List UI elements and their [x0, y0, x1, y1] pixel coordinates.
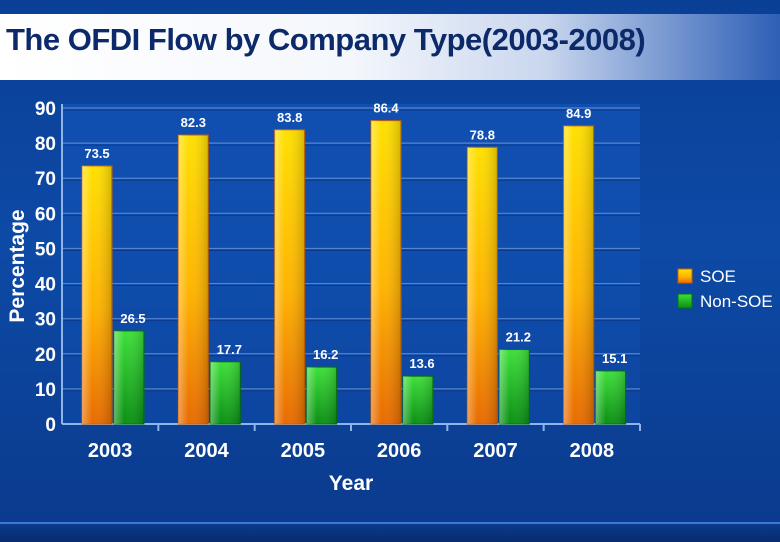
- bar-soe-shine: [178, 135, 209, 424]
- x-tick-label: 2003: [88, 440, 133, 462]
- bar-non-soe-shine: [595, 370, 626, 424]
- data-label-soe: 73.5: [84, 146, 109, 161]
- x-tick-label: 2005: [281, 440, 326, 462]
- y-tick-label: 80: [35, 134, 56, 155]
- y-tick-label: 10: [35, 380, 56, 401]
- data-label-non-soe: 17.7: [217, 342, 242, 357]
- data-label-soe: 83.8: [277, 110, 302, 125]
- footer-band: [0, 522, 780, 542]
- y-tick-label: 50: [35, 239, 56, 260]
- legend-swatch-soe: [677, 268, 693, 284]
- plot-area: [62, 104, 640, 424]
- bar-non-soe-shine: [499, 349, 530, 424]
- data-label-soe: 78.8: [470, 127, 495, 142]
- x-tick-label: 2007: [473, 440, 518, 462]
- data-label-non-soe: 26.5: [120, 311, 145, 326]
- bar-non-soe-shine: [114, 330, 144, 424]
- legend-label-soe: SOE: [700, 267, 736, 286]
- x-tick-label: 2004: [184, 440, 229, 462]
- data-label-non-soe: 21.2: [506, 330, 531, 345]
- y-tick-label: 60: [35, 204, 56, 225]
- bar-soe-shine: [274, 129, 305, 424]
- y-tick-label: 90: [35, 99, 56, 120]
- y-tick-label: 40: [35, 275, 56, 296]
- data-label-soe: 82.3: [181, 115, 206, 130]
- y-tick-label: 20: [35, 345, 56, 366]
- x-tick-label: 2008: [570, 440, 615, 462]
- y-tick-label: 0: [45, 415, 56, 436]
- x-tick-label: 2006: [377, 440, 422, 462]
- y-tick-label: 30: [35, 310, 56, 331]
- y-tick-label: 70: [35, 169, 56, 190]
- data-label-non-soe: 16.2: [313, 347, 338, 362]
- title-banner: [0, 14, 780, 80]
- bar-soe-shine: [371, 120, 401, 424]
- legend-label-non-soe: Non-SOE: [700, 292, 773, 311]
- data-label-non-soe: 13.6: [409, 356, 434, 371]
- data-label-soe: 86.4: [373, 101, 399, 116]
- data-label-soe: 84.9: [566, 106, 591, 121]
- y-axis-title: Percentage: [6, 209, 29, 322]
- bar-non-soe-shine: [210, 361, 241, 424]
- legend-swatch-non-soe: [677, 293, 693, 309]
- bar-soe-shine: [467, 147, 498, 424]
- bar-non-soe-shine: [306, 367, 337, 424]
- bar-non-soe-shine: [403, 376, 433, 424]
- data-label-non-soe: 15.1: [602, 351, 627, 366]
- x-axis-title: Year: [329, 472, 373, 495]
- bar-soe-shine: [82, 165, 112, 424]
- bar-soe-shine: [563, 125, 594, 424]
- chart-title: The OFDI Flow by Company Type(2003-2008): [6, 22, 646, 57]
